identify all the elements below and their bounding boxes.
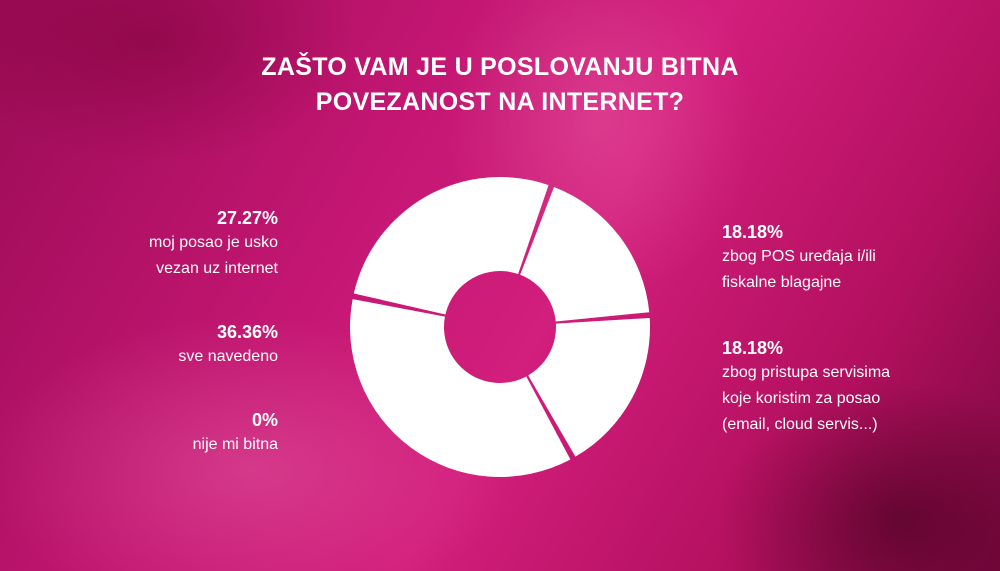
legend-value: 18.18% [722, 222, 784, 242]
title-line-1: ZAŠTO VAM JE U POSLOVANJU BITNA [261, 53, 739, 81]
legend-text-line: fiskalne blagajne [722, 274, 842, 291]
legend-value: 27.27% [216, 208, 278, 228]
legend-value: 0% [251, 410, 278, 430]
legend-item-pos: 18.18% zbog POS uređaja i/ili fiskalne b… [722, 220, 876, 296]
donut-slice-1 [520, 187, 650, 322]
legend-text-line: moj posao je usko [149, 234, 278, 251]
legend-text-line: koje koristim za posao [722, 390, 881, 407]
donut-slice-0 [353, 176, 549, 315]
legend-text-line: zbog POS uređaja i/ili [722, 248, 876, 265]
title-line-2: POVEZANOST NA INTERNET? [315, 88, 685, 116]
donut-slice-3 [349, 299, 571, 478]
legend-value: 18.18% [722, 338, 784, 358]
legend-text-line: (email, cloud servis...) [722, 416, 878, 433]
legend-text-line: zbog pristupa servisima [722, 364, 891, 381]
legend-item-nije-bitna: 0% nije mi bitna [193, 408, 278, 458]
legend-text-line: nije mi bitna [192, 436, 278, 453]
legend-item-usko-vezan: 27.27% moj posao je usko vezan uz intern… [149, 206, 278, 282]
donut-slice-2 [528, 317, 650, 457]
chart-title: ZAŠTO VAM JE U POSLOVANJU BITNA POVEZANO… [0, 50, 1000, 120]
legend-value: 36.36% [216, 322, 278, 342]
legend-item-sve-navedeno: 36.36% sve navedeno [178, 320, 278, 370]
legend-text-line: sve navedeno [178, 348, 278, 365]
legend-text-line: vezan uz internet [156, 260, 278, 277]
legend-item-servisi: 18.18% zbog pristupa servisima koje kori… [722, 336, 890, 438]
